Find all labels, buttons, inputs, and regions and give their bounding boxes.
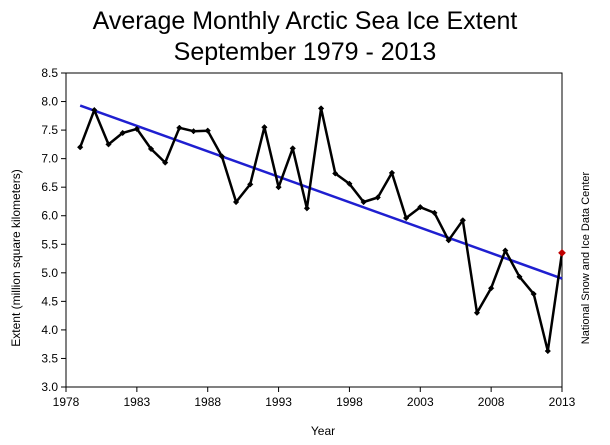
- data-point: [204, 127, 211, 134]
- data-point: [190, 128, 197, 135]
- credit-label: National Snow and Ice Data Center: [580, 171, 592, 344]
- data-point: [374, 194, 381, 201]
- data-point: [431, 209, 438, 217]
- plot-area: [65, 72, 563, 388]
- data-point: [91, 106, 98, 114]
- y-tick-label: 7.5: [41, 123, 58, 137]
- data-point: [119, 129, 126, 137]
- data-point: [388, 169, 396, 177]
- y-tick-label: 8.5: [41, 66, 58, 80]
- y-tick-label: 6.5: [41, 180, 58, 194]
- x-tick-label: 2008: [478, 395, 505, 409]
- y-tick-label: 4.5: [41, 294, 58, 308]
- data-point: [247, 181, 254, 188]
- y-tick-label: 5.0: [41, 266, 58, 280]
- y-tick-label: 8.0: [41, 95, 58, 109]
- chart-title: Average Monthly Arctic Sea Ice Extent Se…: [0, 6, 610, 68]
- chart-title-line2: September 1979 - 2013: [173, 38, 437, 66]
- data-point: [332, 170, 339, 177]
- data-point-latest: [558, 248, 566, 257]
- x-tick-label: 1978: [53, 395, 80, 409]
- x-tick-label: 1988: [194, 395, 221, 409]
- x-tick-label: 1998: [336, 395, 363, 409]
- x-tick-label: 2003: [407, 395, 434, 409]
- data-point: [502, 247, 509, 254]
- y-tick-label: 3.5: [41, 351, 58, 365]
- x-tick-label: 1993: [265, 395, 292, 409]
- data-point: [261, 124, 268, 131]
- data-point: [275, 184, 282, 191]
- data-point: [473, 309, 481, 316]
- y-tick-label: 4.0: [41, 323, 58, 337]
- data-point: [417, 204, 424, 211]
- series-line: [79, 107, 564, 353]
- data-point: [232, 198, 240, 206]
- data-point: [133, 125, 141, 133]
- data-point: [218, 153, 226, 160]
- data-point: [360, 198, 367, 206]
- data-point: [530, 290, 537, 298]
- data-point: [516, 273, 523, 280]
- data-point: [303, 205, 311, 212]
- y-tick-label: 5.5: [41, 237, 58, 251]
- x-axis-label: Year: [311, 424, 335, 438]
- data-point: [487, 285, 495, 292]
- data-point: [402, 214, 410, 222]
- data-point: [289, 145, 296, 152]
- data-point: [105, 141, 112, 148]
- y-tick-label: 7.0: [41, 152, 58, 166]
- data-point: [346, 180, 353, 187]
- data-point: [77, 144, 84, 151]
- data-point: [544, 347, 551, 355]
- data-point: [176, 124, 183, 131]
- data-point: [445, 237, 452, 244]
- chart-title-line1: Average Monthly Arctic Sea Ice Extent: [92, 7, 518, 35]
- data-point: [317, 105, 325, 112]
- x-tick-label: 2013: [549, 395, 576, 409]
- y-tick-label: 6.0: [41, 209, 58, 223]
- data-point: [162, 159, 169, 166]
- trend-line: [79, 104, 563, 280]
- x-tick-label: 1983: [124, 395, 151, 409]
- y-axis-label: Extent (million square kilometers): [9, 169, 23, 346]
- data-point: [459, 217, 466, 224]
- y-tick-label: 3.0: [41, 380, 58, 394]
- data-point: [147, 145, 155, 153]
